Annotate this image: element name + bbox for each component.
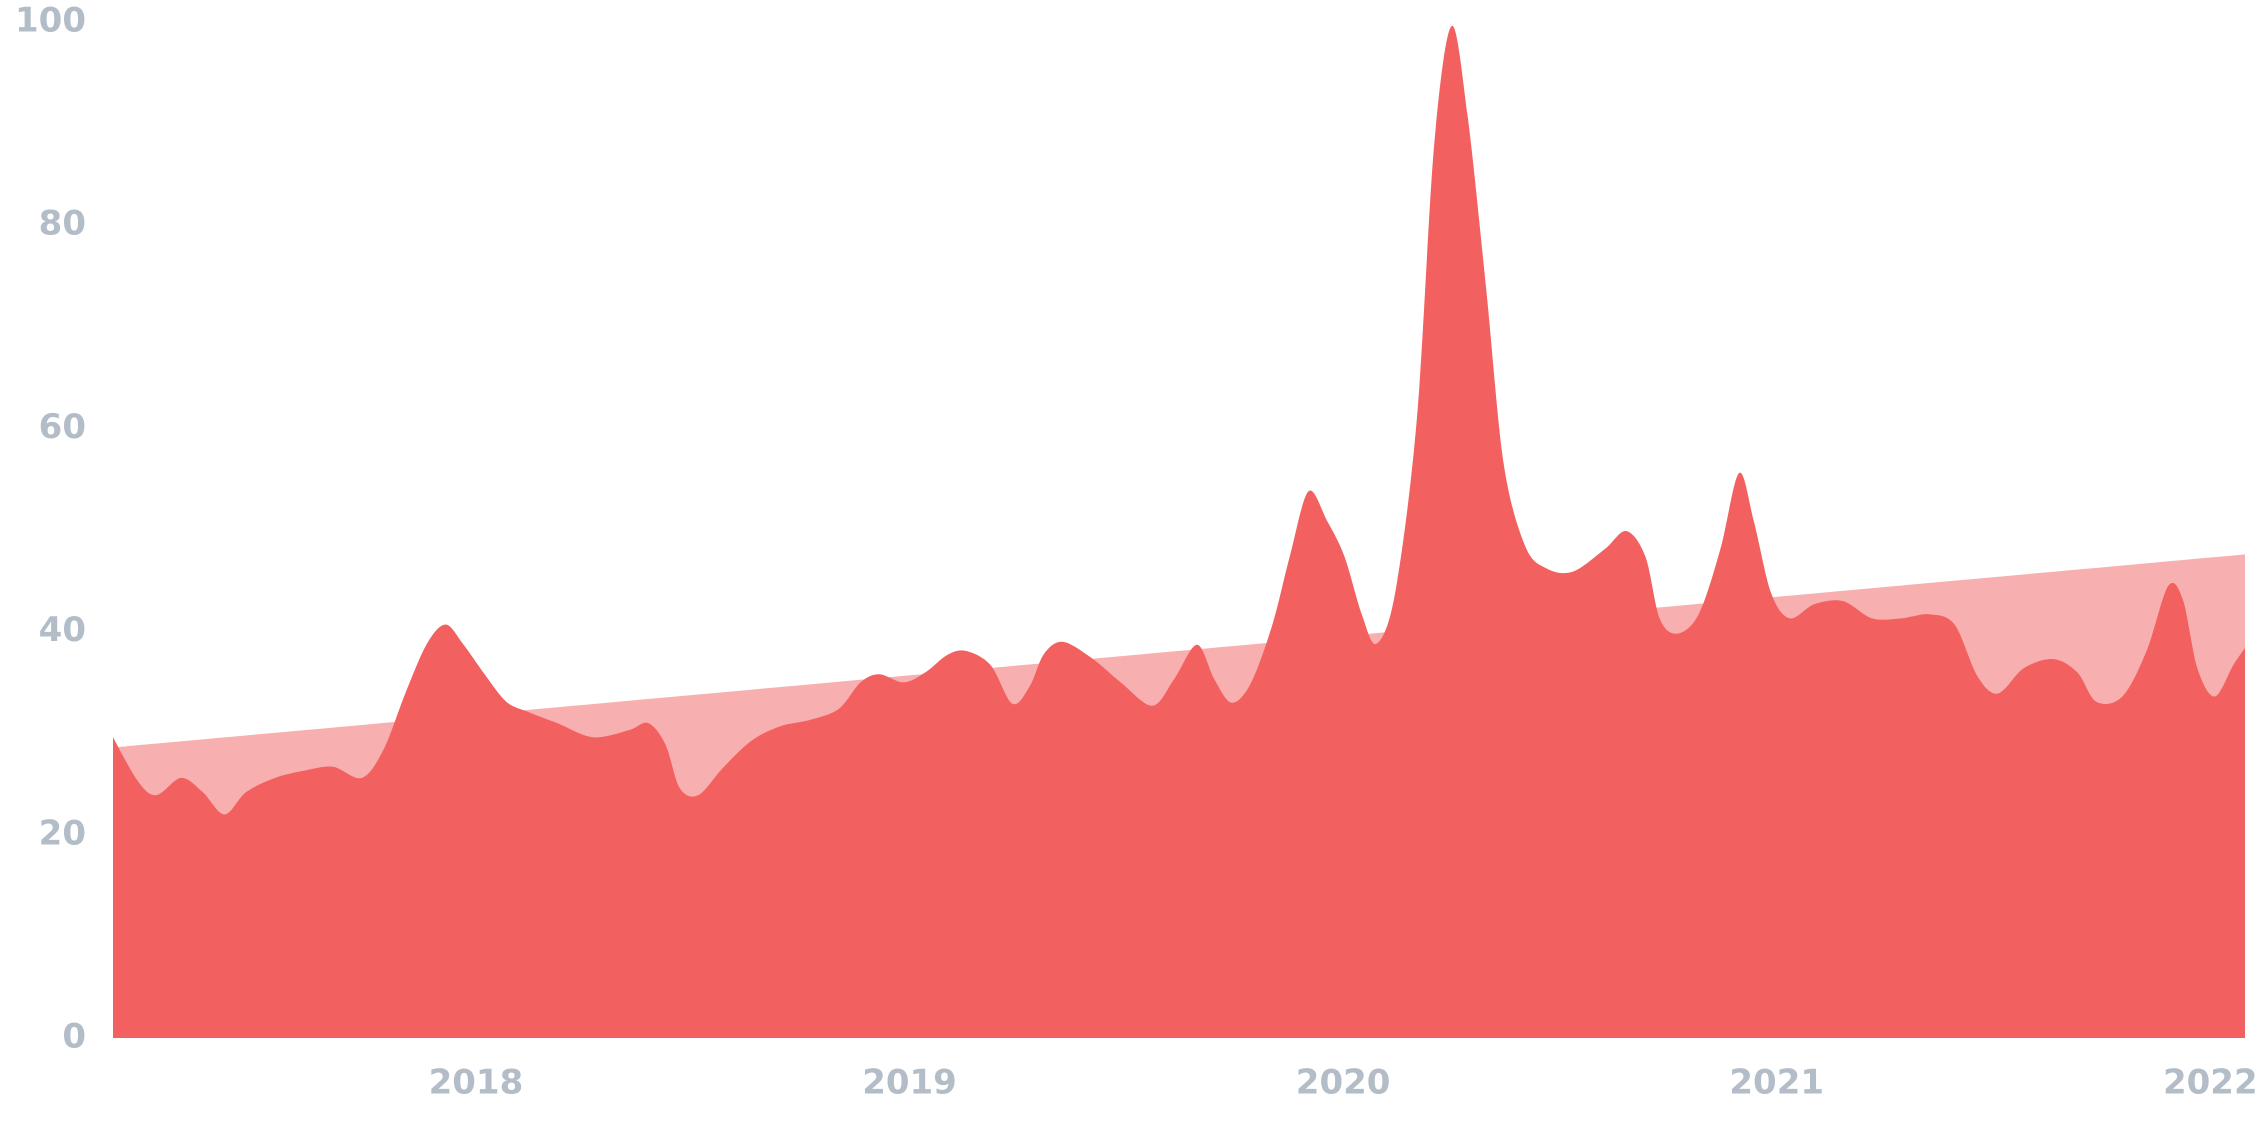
y-tick-label: 100	[15, 1, 86, 41]
y-tick-label: 20	[39, 813, 86, 853]
x-tick-label: 2018	[429, 1063, 524, 1103]
x-tick-label: 2019	[862, 1063, 957, 1103]
x-tick-label: 2021	[1729, 1063, 1824, 1103]
area	[113, 25, 2245, 1038]
x-tick-label: 2022	[2163, 1063, 2258, 1103]
y-tick-label: 40	[39, 610, 86, 650]
y-tick-label: 80	[39, 204, 86, 244]
x-tick-label: 2020	[1296, 1063, 1391, 1103]
y-tick-label: 60	[39, 407, 86, 447]
y-tick-label: 0	[62, 1017, 86, 1057]
